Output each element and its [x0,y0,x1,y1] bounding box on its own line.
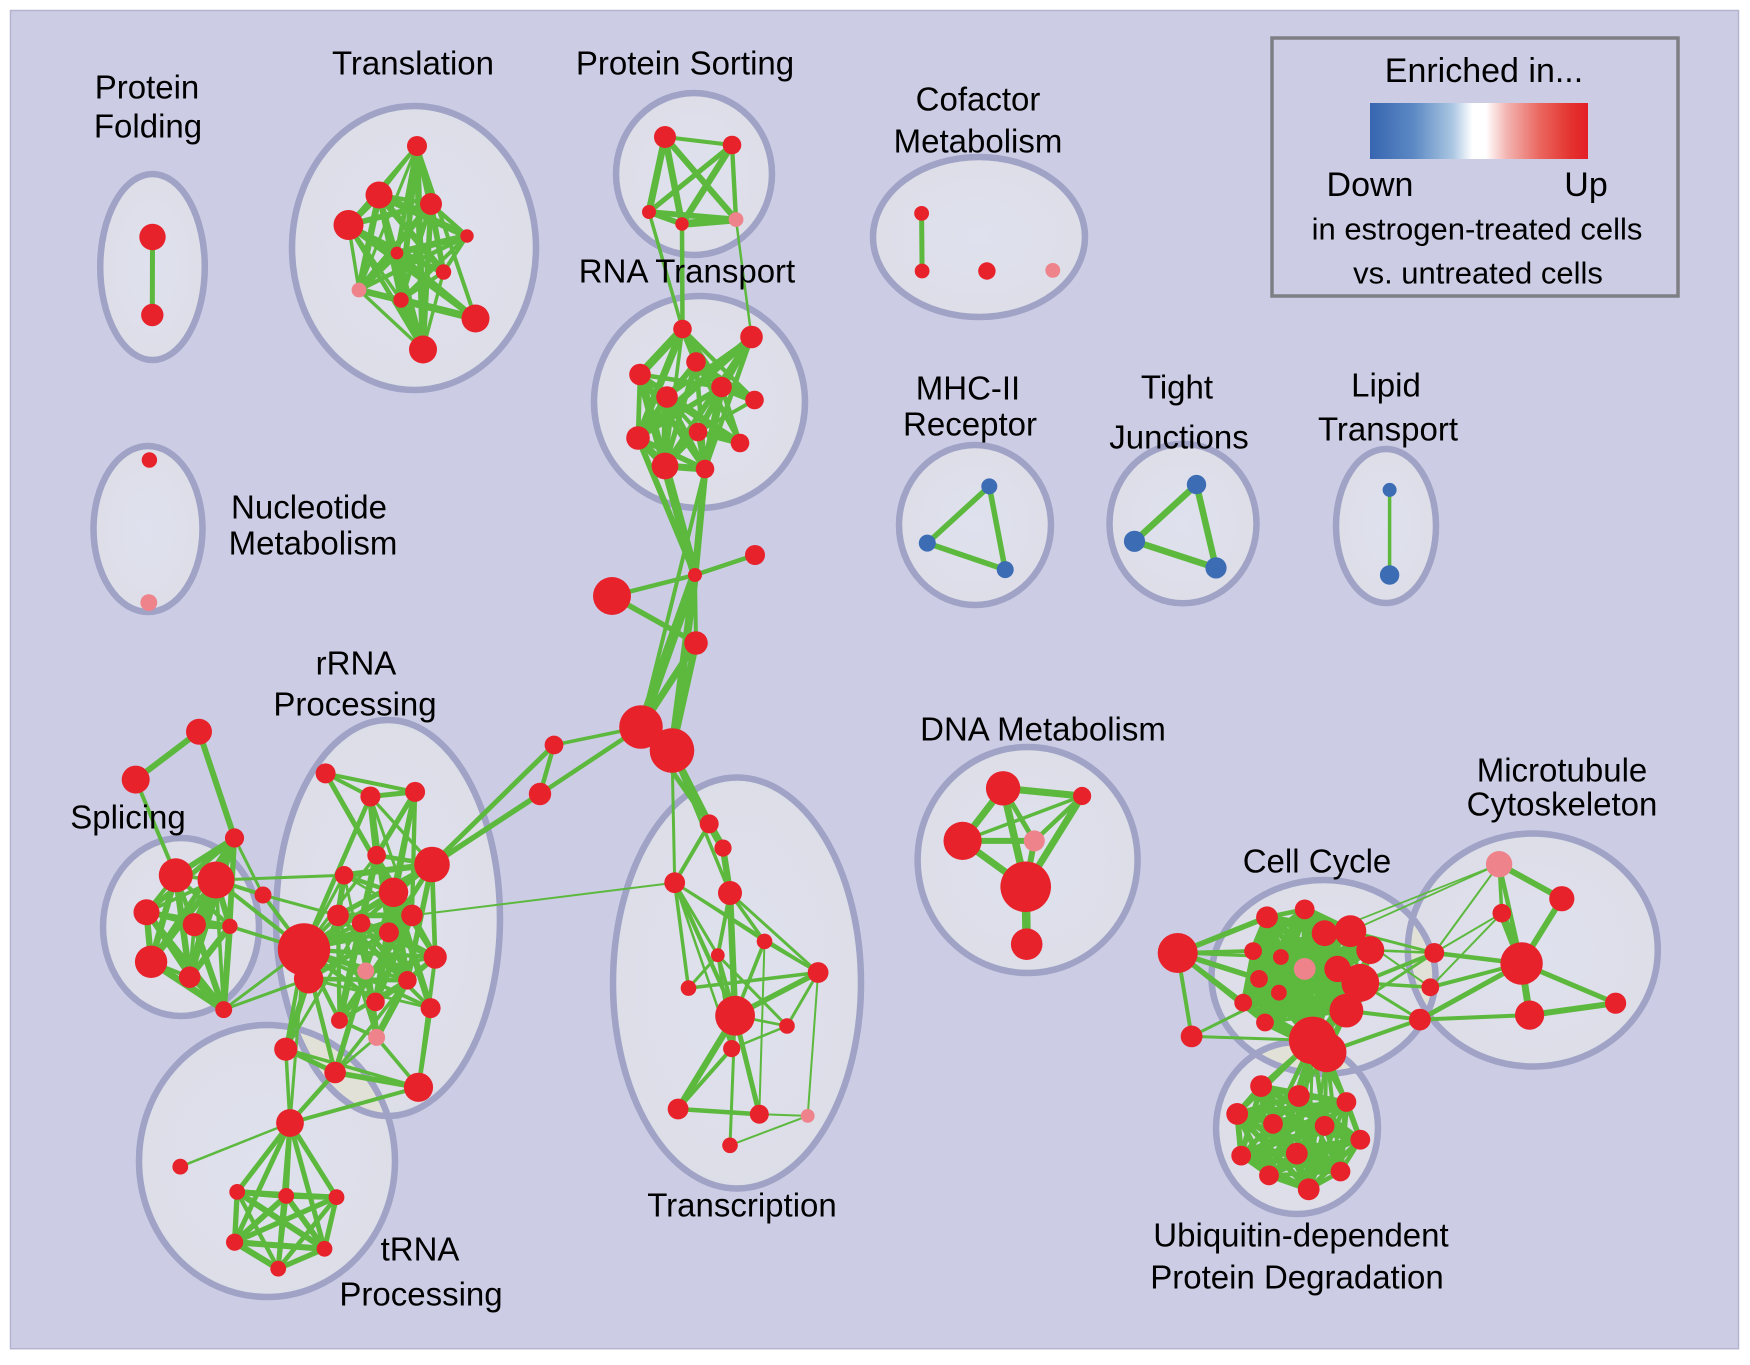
svg-text:Protein Degradation: Protein Degradation [1150,1259,1444,1296]
svg-text:Tight: Tight [1141,369,1213,406]
svg-text:Down: Down [1327,166,1414,204]
svg-text:Lipid: Lipid [1351,367,1421,404]
svg-text:Folding: Folding [94,108,202,145]
svg-text:Cytoskeleton: Cytoskeleton [1467,786,1658,823]
svg-text:Protein Sorting: Protein Sorting [576,45,794,82]
svg-text:Ubiquitin-dependent: Ubiquitin-dependent [1153,1217,1448,1254]
svg-text:Splicing: Splicing [70,799,186,836]
svg-text:rRNA: rRNA [316,645,397,682]
svg-text:tRNA: tRNA [381,1231,460,1268]
svg-text:Junctions: Junctions [1109,419,1248,456]
svg-text:Enriched in...: Enriched in... [1385,52,1583,90]
svg-text:in estrogen-treated cells: in estrogen-treated cells [1312,212,1643,247]
svg-text:Processing: Processing [339,1276,502,1313]
svg-text:Translation: Translation [332,45,494,82]
svg-text:RNA Transport: RNA Transport [579,253,795,290]
svg-text:Transcription: Transcription [647,1187,837,1224]
svg-text:Protein: Protein [95,69,200,106]
svg-text:Metabolism: Metabolism [894,123,1063,160]
svg-text:Processing: Processing [273,686,436,723]
svg-text:Nucleotide: Nucleotide [231,489,387,526]
svg-text:Up: Up [1564,166,1607,204]
svg-text:Cell Cycle: Cell Cycle [1243,843,1392,880]
svg-text:MHC-II: MHC-II [916,370,1020,407]
svg-text:DNA Metabolism: DNA Metabolism [920,711,1166,748]
svg-text:Microtubule: Microtubule [1477,752,1648,789]
svg-text:vs. untreated cells: vs. untreated cells [1353,256,1603,291]
svg-text:Metabolism: Metabolism [229,525,398,562]
svg-text:Receptor: Receptor [903,406,1037,443]
svg-text:Cofactor: Cofactor [916,81,1041,118]
svg-text:Transport: Transport [1318,411,1458,448]
